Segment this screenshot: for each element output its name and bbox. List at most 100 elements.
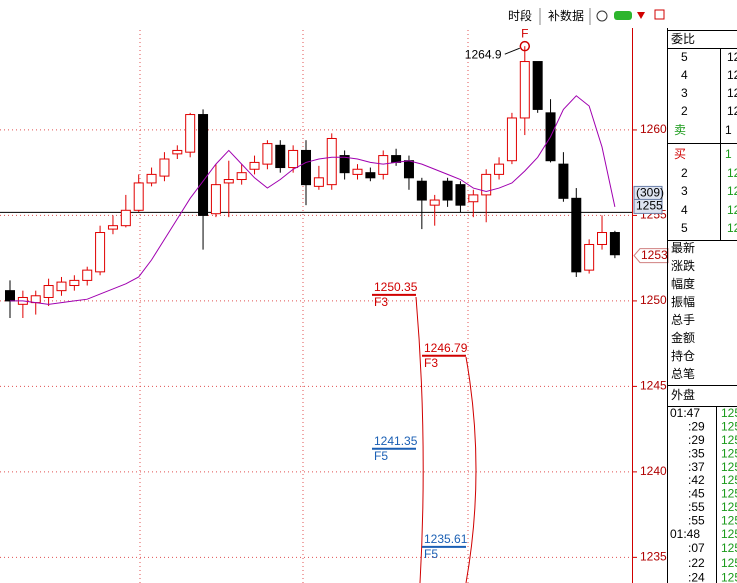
candle-body [82, 269, 93, 281]
candle-body [597, 232, 608, 245]
order-price: 12 [727, 68, 737, 82]
quote-label: 振幅 [671, 294, 695, 309]
trade-price: 125 [721, 487, 737, 501]
candle-body [301, 149, 312, 186]
order-level: 3 [681, 184, 688, 198]
order-price: 12 [727, 203, 737, 217]
trade-price: 125 [721, 446, 737, 460]
trade-time: :22 [688, 556, 705, 570]
y-tick-label: 1240 [640, 464, 667, 478]
candle-body [519, 61, 530, 119]
order-level: 5 [681, 50, 688, 64]
fib-tag: F3 [424, 356, 438, 370]
arrow-icon[interactable] [637, 12, 645, 19]
candle-body [442, 180, 453, 201]
high-marker [519, 40, 531, 52]
fib-tag: F3 [374, 295, 388, 309]
candle-body [185, 114, 196, 153]
candle-body [455, 184, 466, 206]
quote-label: 金额 [671, 330, 695, 345]
trade-price: 125 [721, 473, 737, 487]
candle-body [198, 114, 209, 216]
candle-body [416, 180, 427, 201]
candle-body [5, 290, 15, 302]
order-price: 12 [727, 166, 737, 180]
trade-time: :24 [688, 570, 705, 583]
candle-body [262, 143, 273, 165]
outer-label: 外盘 [671, 387, 695, 402]
quote-label: 持仓 [671, 348, 695, 363]
trade-time: 01:48 [670, 527, 700, 541]
fib-tag: F5 [424, 547, 438, 561]
trade-time: :42 [688, 473, 705, 487]
candle-body [339, 155, 350, 174]
order-price: 12 [727, 184, 737, 198]
candle-body [468, 194, 479, 203]
order-book-title: 委比 [671, 32, 695, 46]
candle-body [120, 209, 131, 227]
chart-area: 126012551250124512401235(309)12551253125… [0, 26, 669, 583]
order-level: 2 [681, 166, 688, 180]
trade-time: :07 [688, 541, 705, 555]
candle-body [95, 232, 106, 273]
trade-price: 125 [721, 433, 737, 447]
candle-body [107, 225, 118, 230]
order-price: 1 [725, 147, 732, 161]
candle-body [532, 61, 543, 110]
y-tick-label: 1260 [640, 122, 667, 136]
high-pointer [504, 47, 520, 55]
trade-time: :55 [688, 513, 705, 527]
last-price: 1255 [636, 199, 663, 213]
trade-price: 125 [721, 513, 737, 527]
candle-body [172, 149, 183, 155]
candle-body [146, 173, 157, 184]
order-price: 1 [725, 123, 732, 137]
window-icon[interactable] [654, 9, 665, 20]
order-level: 买 [674, 147, 686, 161]
fill-data-button[interactable]: 补数据 [548, 8, 584, 23]
candle-body [365, 172, 376, 179]
high-label: 1264.9 [465, 47, 502, 61]
y-tick-label: 1250 [640, 293, 667, 307]
trade-time: :37 [688, 460, 705, 474]
connection-icon[interactable] [614, 11, 632, 20]
candle-body [223, 179, 234, 184]
y-tick-label: 1245 [640, 379, 667, 393]
period-button[interactable]: 时段 [508, 8, 532, 23]
candle-body [313, 177, 324, 187]
candle-body [326, 137, 337, 186]
trade-price: 125 [721, 500, 737, 514]
order-price: 12 [727, 86, 737, 100]
candle-body [429, 199, 440, 206]
candle-body [159, 158, 170, 177]
candle-body [288, 149, 299, 169]
current-price: 1253 [641, 248, 668, 262]
order-level: 2 [681, 104, 688, 118]
candle-body [249, 161, 260, 170]
candle-body [69, 279, 80, 287]
quote-panel: 委比512412312212卖1买1212312412512最新涨跌幅度振幅总手… [668, 32, 737, 583]
candle-body [403, 160, 414, 179]
candle-body [352, 168, 363, 175]
candle-body [391, 155, 402, 163]
quote-label: 总笔 [671, 366, 695, 381]
trade-time: :35 [688, 446, 705, 460]
candle-body [558, 163, 569, 199]
fib-tag: F5 [374, 449, 388, 463]
candle-body [378, 155, 389, 175]
candle-body [43, 285, 54, 298]
toolbar: 时段 补数据 [508, 8, 665, 25]
candle-body [571, 197, 582, 273]
moving-average [10, 95, 616, 305]
candle-body [56, 281, 67, 292]
fib-value: 1250.35 [374, 280, 418, 294]
quote-label: 涨跌 [671, 258, 695, 273]
candle-body [210, 184, 221, 215]
trade-price: 125 [721, 420, 737, 434]
y-tick-label: 1235 [640, 550, 667, 564]
trade-time: :29 [688, 433, 705, 447]
clock-icon[interactable] [596, 10, 608, 22]
last-count: (309) [636, 186, 664, 200]
candle-body [494, 163, 505, 175]
